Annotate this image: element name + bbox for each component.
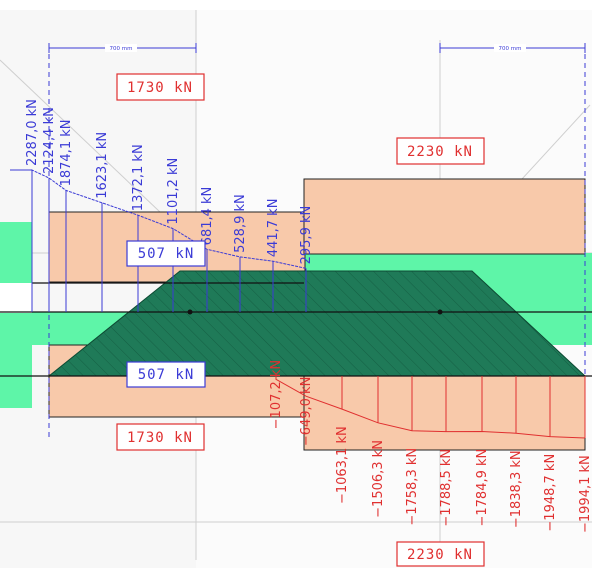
blue-value-label: 681,4 kN	[200, 187, 215, 246]
blue-dashed-verticals	[48, 45, 586, 440]
box-bottom-right-label: 2230 kN	[407, 547, 473, 563]
dimension-left-label: 700 mm	[110, 46, 133, 52]
box-mid-upper: 507 kN	[126, 240, 206, 267]
background-top-area	[0, 0, 592, 10]
red-value-label: −1948,7 kN	[543, 454, 558, 532]
blue-value-label: 1623,1 kN	[95, 132, 110, 199]
red-value-label: −107,2 kN	[269, 360, 284, 430]
blue-value-label: 2124,4 kN	[42, 107, 57, 174]
blue-value-label: 528,9 kN	[233, 194, 248, 253]
node-left	[187, 309, 193, 315]
red-value-label: −1788,5 kN	[439, 449, 454, 527]
red-value-label: −1506,3 kN	[371, 440, 386, 518]
blue-force-outline	[31, 169, 307, 283]
red-value-label: −1758,3 kN	[405, 448, 420, 526]
dimension-left-label-bg	[105, 44, 137, 52]
red-force-diagram	[275, 376, 586, 439]
red-value-label: −1994,1 kN	[578, 455, 592, 533]
box-top-left-label: 1730 kN	[127, 80, 193, 96]
blue-value-label: 441,7 kN	[266, 199, 281, 258]
red-value-label: −1784,9 kN	[475, 449, 490, 527]
box-bottom-left-label: 1730 kN	[127, 430, 193, 446]
salmon-block-top-right	[303, 178, 586, 255]
node-right	[437, 309, 443, 315]
dimension-right-label-bg	[494, 44, 526, 52]
blue-value-label: 2287,0 kN	[25, 99, 40, 166]
salmon-block-bottom-right	[303, 375, 586, 451]
box-top-right: 2230 kN	[396, 137, 485, 165]
red-value-labels: −107,2 kN −649,0 kN −1063,1 kN −1506,3 kN −1…	[269, 360, 592, 533]
blue-value-label: 1372,1 kN	[131, 144, 146, 211]
mint-band-left-upper	[0, 222, 32, 408]
mask-left	[0, 283, 32, 313]
box-mid-lower-label: 507 kN	[138, 367, 195, 383]
box-bottom-right: 2230 kN	[396, 541, 485, 567]
box-top-right-label: 2230 kN	[407, 144, 473, 160]
box-bottom-left: 1730 kN	[116, 423, 205, 451]
box-mid-lower: 507 kN	[126, 361, 206, 388]
box-top-left: 1730 kN	[116, 73, 205, 101]
red-value-label: −1838,3 kN	[509, 450, 524, 528]
dimension-right-label: 700 mm	[499, 46, 522, 52]
red-value-label: −649,0 kN	[299, 377, 314, 447]
blue-value-label: 1874,1 kN	[59, 120, 74, 187]
red-value-label: −1063,1 kN	[335, 426, 350, 504]
blue-value-label: 1101,2 kN	[166, 158, 181, 225]
blue-value-labels: 2287,0 kN 2124,4 kN 1874,1 kN 1623,1 kN 1372…	[25, 99, 314, 264]
member-lines	[0, 282, 592, 377]
blue-value-label: 295,9 kN	[299, 206, 314, 265]
box-mid-upper-label: 507 kN	[138, 246, 195, 262]
compression-strut-hatch	[49, 271, 585, 376]
